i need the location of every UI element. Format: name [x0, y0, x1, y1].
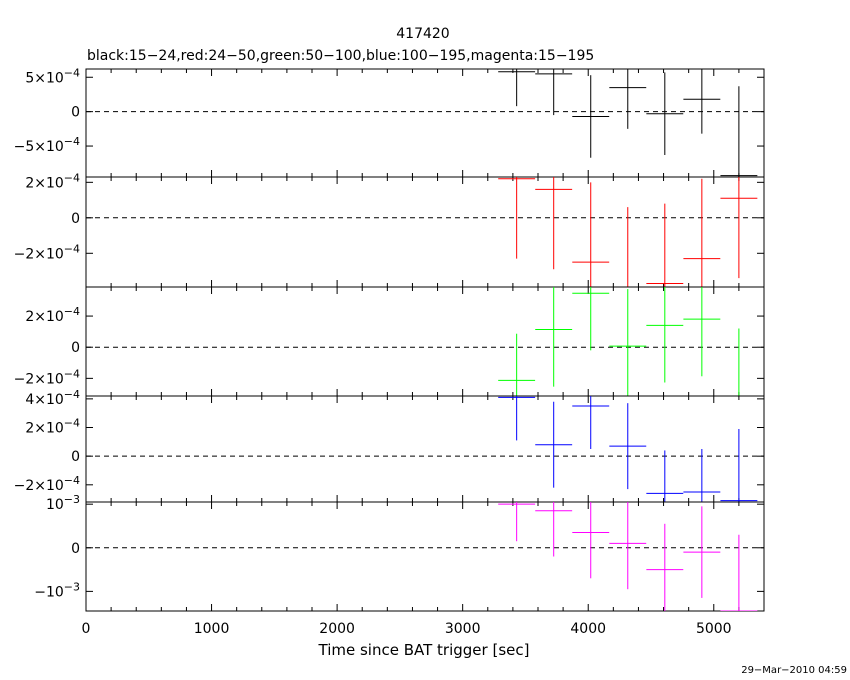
y-tick-label: −10−3	[34, 580, 80, 600]
x-tick-label: 3000	[445, 621, 481, 637]
x-tick-label: 0	[82, 621, 91, 637]
y-tick-label: 0	[71, 105, 80, 121]
panel-frame	[85, 286, 765, 397]
y-tick-label: 0	[71, 211, 80, 227]
series-4	[498, 396, 758, 502]
timestamp-label: 29−Mar−2010 04:59	[741, 665, 847, 676]
y-tick-label: 2×10−4	[25, 417, 80, 437]
chart-subtitle: black:15−24,red:24−50,green:50−100,blue:…	[87, 48, 594, 64]
y-tick-label: 2×10−4	[25, 305, 80, 325]
y-tick-label: 0	[71, 541, 80, 557]
x-tick-label: 4000	[570, 621, 606, 637]
y-tick-label: −2×10−4	[14, 242, 80, 262]
panel-1: 5×10−4 0 −5×10−4	[14, 66, 765, 178]
x-tick-label: 2000	[319, 621, 355, 637]
series-3	[498, 287, 758, 396]
panel-frame	[85, 395, 765, 503]
y-tick-label: 0	[71, 340, 80, 356]
series-1	[498, 69, 758, 177]
panel-5: 10−3 0 −10−3	[34, 493, 765, 612]
series-2	[498, 177, 758, 287]
y-tick-label: 5×10−4	[25, 66, 80, 86]
x-axis-label: Time since BAT trigger [sec]	[318, 641, 530, 659]
y-tick-label: −5×10−4	[14, 135, 80, 155]
chart-title: 417420	[396, 26, 449, 42]
y-tick-label: 2×10−4	[25, 171, 80, 191]
x-tick-label: 5000	[696, 621, 732, 637]
series-5	[498, 502, 758, 611]
chart-panels: 5×10−4 0 −5×10−4 2×10−4 0 −2×10−4 2×10−4 0 −2×10…	[14, 66, 765, 612]
panel-4: 4×10−4 2×10−4 0 −2×10−4	[14, 388, 765, 503]
panel-3: 2×10−4 0 −2×10−4	[14, 286, 765, 397]
x-axis: 0 1000 2000 3000 4000 5000	[82, 621, 732, 637]
panel-frame	[85, 176, 765, 288]
y-tick-label: 10−3	[46, 493, 80, 513]
y-tick-label: 0	[71, 449, 80, 465]
x-tick-label: 1000	[194, 621, 230, 637]
panel-2: 2×10−4 0 −2×10−4	[14, 171, 765, 288]
panel-frame	[85, 501, 765, 612]
y-tick-label: 4×10−4	[25, 388, 80, 408]
y-tick-label: −2×10−4	[14, 367, 80, 387]
panel-frame	[85, 68, 765, 178]
y-tick-label: −2×10−4	[14, 474, 80, 494]
